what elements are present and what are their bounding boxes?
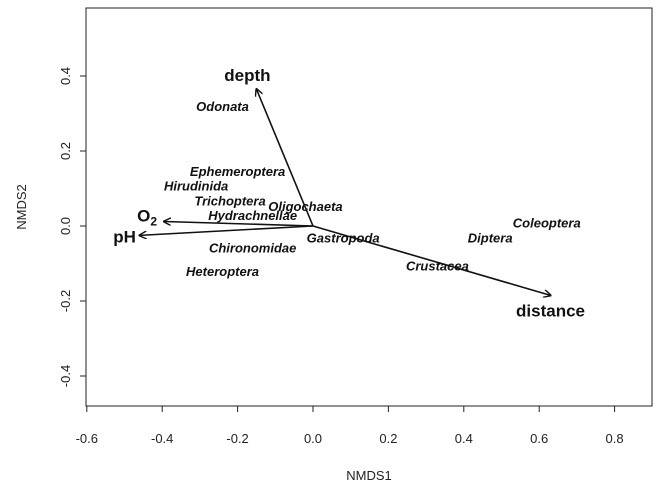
y-tick-label: -0.2 (58, 290, 73, 312)
species-label-diptera: Diptera (468, 230, 513, 245)
vector-label-o: O2 (137, 207, 157, 229)
x-axis: -0.6 -0.4 -0.2 0.0 0.2 0.4 0.6 0.8 (76, 405, 624, 446)
vector-arrow-distance (312, 225, 551, 295)
y-tick-label: 0.0 (58, 217, 73, 235)
vector-arrow-ph (140, 225, 314, 235)
species-label-odonata: Odonata (196, 99, 249, 114)
species-label-gastropoda: Gastropoda (307, 230, 380, 245)
vector-label-distance: distance (516, 301, 585, 320)
y-tick-label: -0.4 (58, 365, 73, 387)
species-label-ephemeroptera: Ephemeroptera (190, 164, 285, 179)
x-tick-label: 0.2 (379, 431, 397, 446)
species-label-hydrachnellae: Hydrachnellae (208, 208, 297, 223)
species-label-chironomidae: Chironomidae (209, 240, 296, 255)
x-tick-label: 0.8 (606, 431, 624, 446)
species-label-hirudinida: Hirudinida (164, 179, 228, 194)
y-tick-label: 0.4 (58, 67, 73, 85)
vector-label-ph: pH (113, 227, 136, 246)
x-tick-label: -0.6 (76, 431, 98, 446)
y-axis-title: NMDS2 (14, 184, 29, 230)
species-label-oligochaeta: Oligochaeta (268, 199, 342, 214)
y-axis: -0.4 -0.2 0.0 0.2 0.4 (58, 67, 87, 387)
x-tick-label: 0.6 (530, 431, 548, 446)
y-tick-label: 0.2 (58, 142, 73, 160)
vector-arrow-depth (256, 89, 314, 227)
species-label-crustacea: Crustacea (406, 258, 469, 273)
x-tick-label: 0.4 (455, 431, 473, 446)
vector-label-depth: depth (224, 66, 270, 85)
x-tick-label: 0.0 (304, 431, 322, 446)
x-tick-label: -0.4 (151, 431, 173, 446)
x-tick-label: -0.2 (226, 431, 248, 446)
species-label-coleoptera: Coleoptera (513, 215, 581, 230)
plot-frame (85, 7, 653, 407)
species-labels: Odonata EphemeropteraHirudinidaTrichopter… (164, 99, 581, 279)
species-label-heteroptera: Heteroptera (186, 264, 259, 279)
x-axis-title: NMDS1 (346, 468, 392, 483)
species-label-trichoptera: Trichoptera (194, 194, 265, 209)
vector-arrow-o (164, 222, 314, 227)
